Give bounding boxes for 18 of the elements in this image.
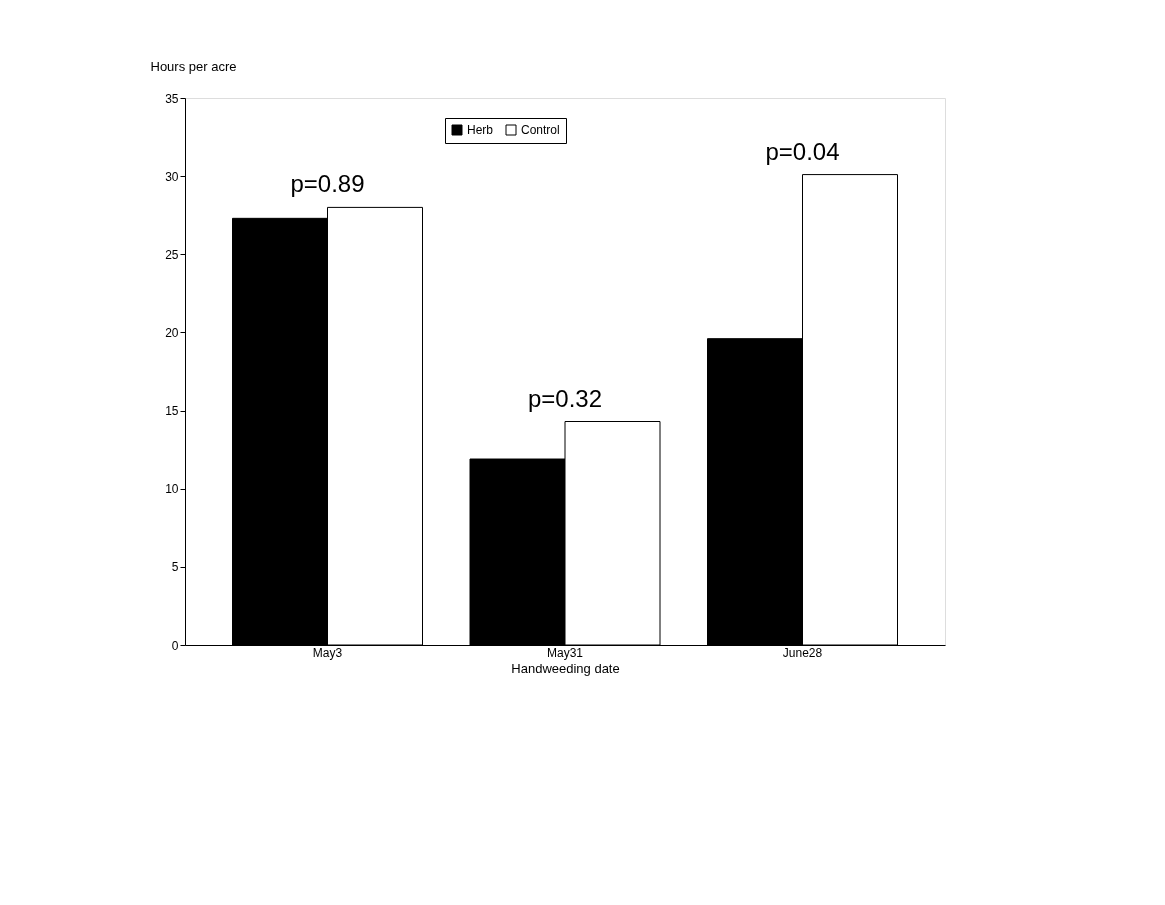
x-tick-label: June28 [782,645,823,660]
x-tick-label: May3 [312,645,343,660]
legend-label: Control [521,123,560,137]
y-tick-label: 20 [165,325,179,340]
legend-label: Herb [467,123,494,137]
annotation: p=0.32 [527,384,603,412]
y-tick-label: 35 [165,91,179,106]
annotation: p=0.89 [290,170,365,198]
x-axis-title: Handweeding date [511,660,620,676]
y-tick-label: 15 [165,404,179,419]
x-tick-label: May31 [546,645,584,660]
y-tick-label: 5 [171,560,179,575]
y-tick-label: 0 [171,638,179,653]
y-tick-label: 25 [165,247,179,262]
y-tick-label: 10 [165,482,179,497]
y-axis-title: Hours per acre [150,58,237,74]
annotation: p=0.04 [765,137,840,165]
y-tick-label: 30 [165,169,179,184]
